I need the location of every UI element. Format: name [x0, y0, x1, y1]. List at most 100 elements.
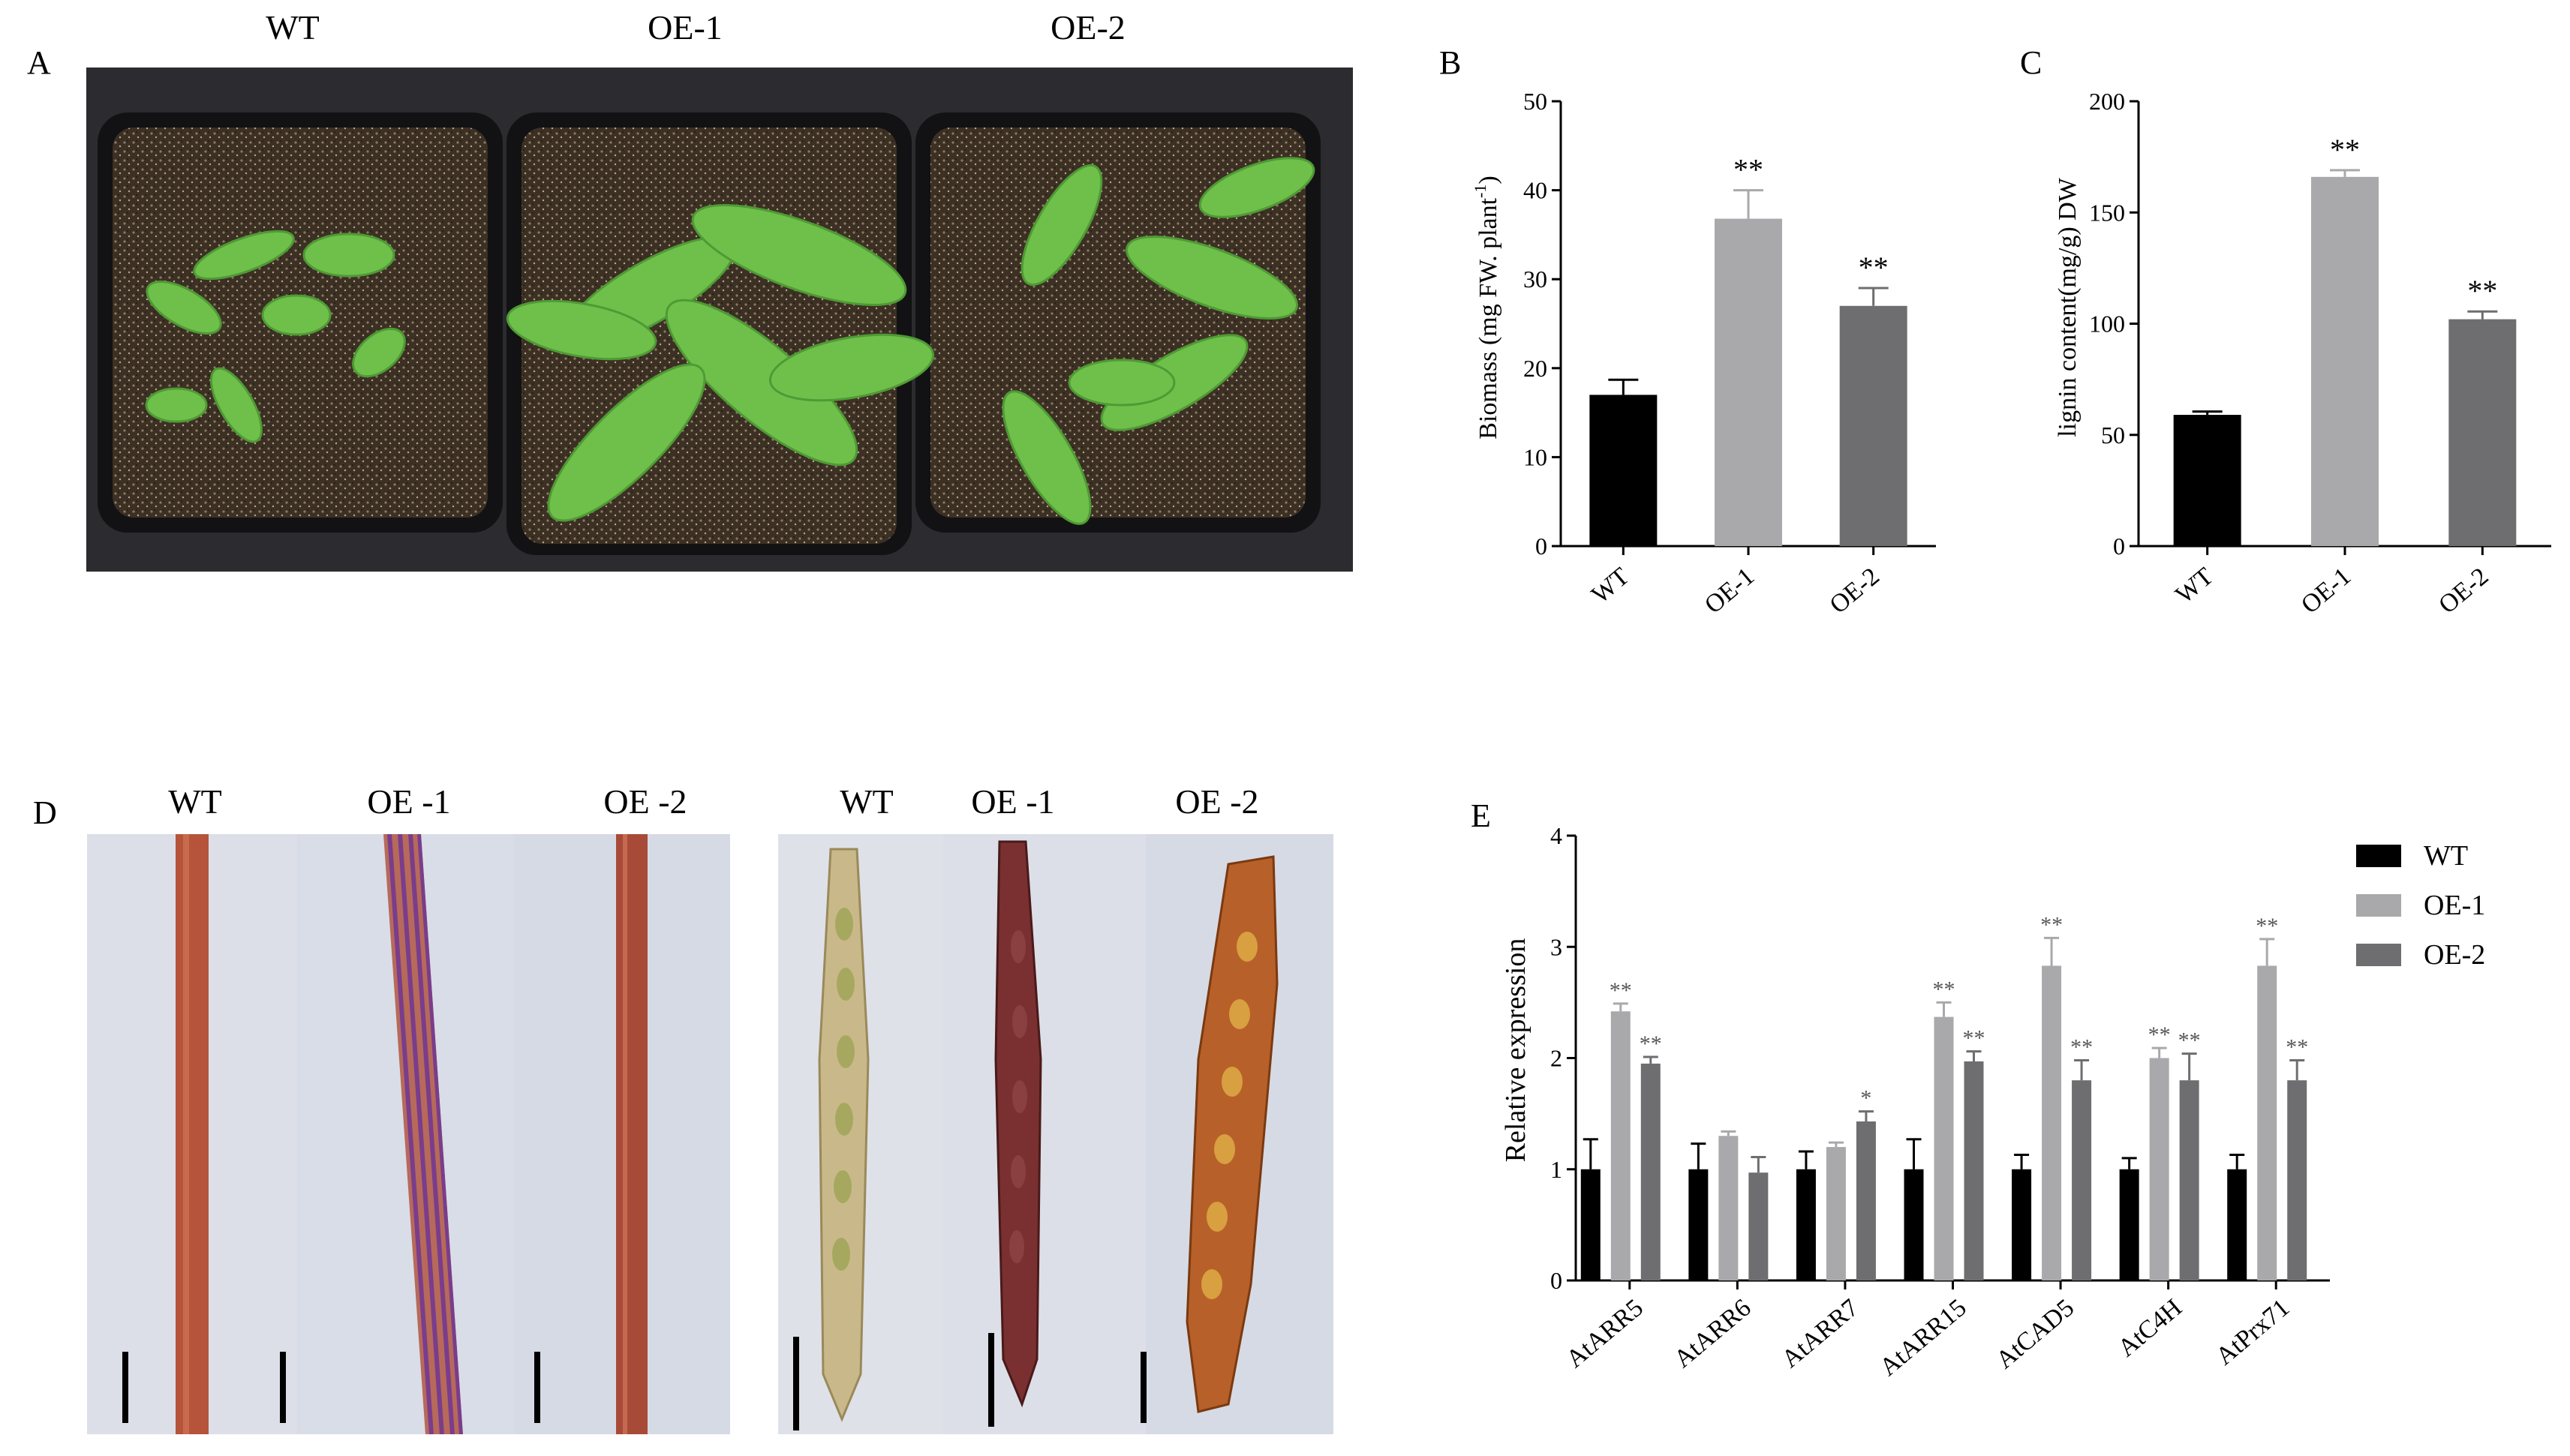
panel-label-b: B: [1439, 44, 1462, 81]
panel-c-ytick-label: 200: [2089, 88, 2125, 115]
panel-d-siliques: [778, 834, 1333, 1434]
scale-bar-1: [122, 1352, 128, 1423]
panel-d-left-label-wt: WT: [168, 782, 222, 821]
panel-e-bar-atarr6-oe-1: [1718, 1136, 1739, 1280]
panel-e-significance: **: [1933, 977, 1955, 1001]
panel-d-left-label-oe2: OE -2: [603, 782, 687, 821]
panel-e-xtick-label: AtARR5: [1562, 1294, 1649, 1373]
legend-label-oe-1: OE-1: [2424, 890, 2485, 921]
panel-b-significance: **: [1733, 153, 1763, 187]
panel-e-significance: **: [2148, 1022, 2171, 1047]
panel-c-plot-area: 0 50 100 150 200 WT ** OE-1 ** OE-2: [2089, 88, 2551, 619]
panel-a-photo: [86, 68, 1353, 572]
legend-label-wt: WT: [2424, 840, 2468, 872]
panel-d-stem-photo: [87, 834, 730, 1434]
panel-b-ytick-label: 50: [1523, 88, 1547, 115]
panel-d-silique-photo: [778, 834, 1333, 1434]
panel-e-xtick-label: AtC4H: [2113, 1294, 2187, 1362]
panel-e-xtick-label: AtARR7: [1777, 1294, 1864, 1373]
panel-c-xtick-label: WT: [2171, 563, 2219, 609]
panel-b-ytick-label: 20: [1523, 355, 1547, 382]
panel-d-stems: [87, 834, 730, 1434]
panel-label-d: D: [33, 794, 57, 831]
panel-d-right-label-oe2: OE -2: [1175, 782, 1259, 821]
panel-a-label-oe2: OE-2: [1051, 8, 1126, 47]
panel-e-xtick-label: AtPrx71: [2211, 1294, 2295, 1370]
panel-c-xtick-label: OE-2: [2433, 563, 2493, 620]
panel-e-significance: **: [2040, 912, 2063, 937]
panel-b-ylabel: Biomass (mg FW. plant-1): [1471, 176, 1502, 439]
panel-c-significance: **: [2467, 274, 2497, 308]
panel-e-ytick-label: 4: [1550, 822, 1562, 849]
stem-wt: [176, 834, 209, 1434]
panel-e-significance: **: [2178, 1028, 2201, 1053]
scale-bar-2: [280, 1352, 286, 1423]
panel-c-ytick-label: 100: [2089, 311, 2125, 338]
panel-e-significance: *: [1860, 1086, 1871, 1111]
panel-e-bar-atcad5-oe-2: [2072, 1080, 2092, 1280]
scale-bar-3: [534, 1352, 540, 1423]
panel-b-xtick-label: OE-2: [1825, 563, 1885, 620]
panel-e-bar-atc4h-wt: [2119, 1169, 2139, 1280]
panel-e-bar-atcad5-oe-1: [2042, 965, 2062, 1280]
panel-e-bar-atprx71-oe-2: [2287, 1080, 2307, 1280]
panel-e-significance: **: [1610, 978, 1632, 1003]
panel-b-ytick-label: 0: [1535, 533, 1547, 560]
panel-e-xtick-label: AtARR15: [1874, 1294, 1971, 1382]
panel-b-bar-oe-1: [1715, 218, 1782, 546]
panel-e-bar-atarr15-oe-2: [1964, 1061, 1984, 1280]
panel-e-significance: **: [1640, 1031, 1662, 1056]
panel-e-bar-atarr7-oe-2: [1856, 1121, 1876, 1280]
legend-swatch-oe-2: [2356, 944, 2401, 966]
panel-b-ytick-label: 40: [1523, 177, 1547, 204]
panel-c-bar-wt: [2173, 415, 2241, 546]
panel-c-ytick-label: 0: [2113, 533, 2125, 560]
panel-e-significance: **: [2256, 914, 2278, 938]
panel-a-label-oe1: OE-1: [648, 8, 723, 47]
panel-b-ytick-label: 10: [1523, 443, 1547, 470]
panel-e-ylabel: Relative expression: [1500, 938, 1531, 1163]
legend-swatch-oe-1: [2356, 894, 2401, 917]
panel-e-bar-atarr6-wt: [1688, 1169, 1709, 1280]
panel-e-bar-atc4h-oe-1: [2149, 1058, 2169, 1280]
legend-swatch-wt: [2356, 845, 2401, 867]
panel-c-ytick-label: 50: [2101, 422, 2125, 449]
panel-e-bar-atprx71-wt: [2227, 1169, 2247, 1280]
legend-label-oe-2: OE-2: [2424, 939, 2485, 971]
stem-oe2: [616, 834, 648, 1434]
panel-e-chart: 0 1 2 3 4 ** ** AtARR5 AtARR6 * AtARR7 ** ** AtARR15 *…: [1500, 822, 2485, 1382]
panel-label-c: C: [2020, 44, 2042, 81]
panel-e-xtick-label: AtCAD5: [1991, 1294, 2079, 1374]
panel-b-chart: 0 10 20 30 40 50 WT ** OE-1 ** OE-2 Biomass (mg FW…: [1471, 88, 1936, 620]
panel-c-ylabel: lignin content(mg/g) DW: [2054, 177, 2082, 437]
panel-e-ytick-label: 2: [1550, 1045, 1562, 1072]
panel-e-ytick-label: 0: [1550, 1267, 1562, 1294]
scale-bar-6: [1141, 1352, 1147, 1423]
panel-e-bar-atc4h-oe-2: [2179, 1080, 2199, 1280]
silique-oe1: [994, 840, 1042, 1408]
panel-e-significance: **: [2070, 1034, 2093, 1059]
panel-d-right-label-wt: WT: [840, 782, 894, 821]
panel-c-bar-oe-1: [2311, 176, 2379, 546]
panel-e-bar-atprx71-oe-1: [2257, 965, 2277, 1280]
panel-e-bar-atcad5-wt: [2012, 1169, 2032, 1280]
panel-e-plot-area: 0 1 2 3 4 ** ** AtARR5 AtARR6 * AtARR7 ** ** AtARR15 *…: [1550, 822, 2330, 1382]
panel-a-plants: [98, 113, 1321, 555]
panel-e-xtick-label: AtARR6: [1669, 1294, 1756, 1373]
panel-label-e: E: [1471, 797, 1491, 834]
panel-label-a: A: [27, 44, 51, 81]
scale-bar-4: [793, 1337, 799, 1430]
scale-bar-5: [988, 1333, 994, 1427]
panel-e-legend: WT OE-1 OE-2: [2356, 840, 2485, 971]
panel-e-ytick-label: 1: [1550, 1156, 1562, 1183]
panel-b-significance: **: [1859, 251, 1889, 284]
panel-c-xtick-label: OE-1: [2296, 563, 2356, 620]
panel-c-bar-oe-2: [2448, 319, 2517, 546]
panel-b-bar-wt: [1589, 395, 1658, 546]
panel-e-bar-atarr7-oe-1: [1826, 1147, 1846, 1280]
panel-c-significance: **: [2330, 133, 2360, 167]
panel-e-ytick-label: 3: [1550, 933, 1562, 960]
panel-e-bar-atarr5-oe-2: [1640, 1063, 1661, 1280]
panel-b-xtick-label: OE-1: [1700, 563, 1760, 620]
panel-e-bar-atarr15-wt: [1904, 1169, 1924, 1280]
